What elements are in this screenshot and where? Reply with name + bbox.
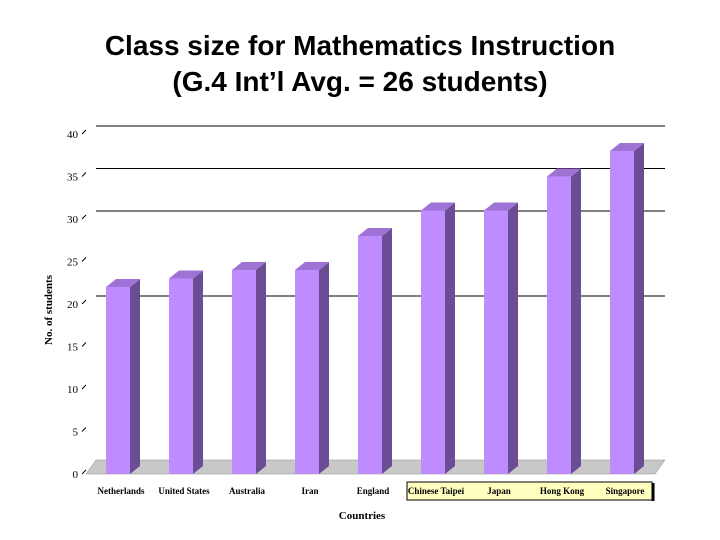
bar <box>106 279 140 474</box>
bar-top <box>295 262 329 270</box>
bar-front <box>547 176 571 474</box>
y-tick-mark <box>81 172 87 177</box>
bar-top <box>547 168 581 177</box>
bar-side <box>571 168 581 474</box>
bar-front <box>421 210 445 474</box>
y-tick-label: 25 <box>67 257 79 269</box>
y-tick-label: 10 <box>67 384 79 396</box>
y-tick-mark <box>81 427 87 432</box>
chart-subtitle: (G.4 Int’l Avg. = 26 students) <box>172 66 548 97</box>
y-axis: 0 5 10 15 20 25 30 35 40 <box>67 129 87 481</box>
y-tick-label: 40 <box>67 129 79 141</box>
x-tick-label: United States <box>158 486 210 496</box>
bar <box>547 168 581 474</box>
y-tick-mark <box>81 342 87 347</box>
bar-side <box>634 143 644 474</box>
y-tick-mark <box>81 257 87 262</box>
x-tick-label: Singapore <box>606 486 645 496</box>
bar-front <box>358 236 382 474</box>
bar-front <box>610 151 634 474</box>
y-tick-mark <box>81 214 87 220</box>
bar-side <box>130 279 140 474</box>
x-tick-label: England <box>357 486 390 496</box>
y-tick-label: 15 <box>67 342 79 354</box>
bar <box>295 262 329 474</box>
bar <box>169 270 203 474</box>
bar-top <box>610 143 644 151</box>
y-tick-label: 5 <box>73 427 79 439</box>
bar-top <box>421 202 455 211</box>
y-tick-mark <box>81 299 87 305</box>
chart-title-block: Class size for Mathematics Instruction (… <box>0 28 720 100</box>
bar-front <box>484 210 508 474</box>
bar-front <box>232 270 256 474</box>
bar-side <box>382 228 392 474</box>
bar <box>358 228 392 474</box>
category-highlight <box>406 481 655 501</box>
y-tick-label: 35 <box>67 172 79 184</box>
y-tick-mark <box>81 469 87 475</box>
bar-side <box>508 202 518 474</box>
chart-title: Class size for Mathematics Instruction <box>104 30 616 61</box>
bar-top <box>232 262 266 270</box>
y-tick-mark <box>81 384 87 390</box>
x-axis-label: Countries <box>339 510 386 522</box>
y-tick-mark <box>81 129 87 135</box>
x-tick-label: Iran <box>301 486 318 496</box>
bar-front <box>106 287 130 474</box>
bar <box>421 202 455 474</box>
x-tick-label: Australia <box>229 486 266 496</box>
x-tick-label: Chinese Taipei <box>408 486 465 496</box>
bar-front <box>169 278 193 474</box>
bars <box>106 143 644 474</box>
x-axis-labels: Netherlands United States Australia Iran Eng… <box>98 486 645 496</box>
bar-side <box>319 262 329 474</box>
bar <box>484 202 518 474</box>
bar-front <box>295 270 319 474</box>
bar-side <box>445 202 455 474</box>
bar-top <box>484 202 518 211</box>
x-tick-label: Japan <box>487 486 511 496</box>
y-tick-label: 30 <box>67 214 79 226</box>
y-tick-label: 20 <box>67 299 79 311</box>
bar <box>232 262 266 474</box>
bar-side <box>256 262 266 474</box>
x-tick-label: Hong Kong <box>540 486 585 496</box>
bar-top <box>106 279 140 287</box>
y-tick-label: 0 <box>73 469 79 481</box>
bar-top <box>169 270 203 279</box>
bar-side <box>193 270 203 474</box>
bar <box>610 143 644 474</box>
x-tick-label: Netherlands <box>98 486 145 496</box>
bar-top <box>358 228 392 236</box>
y-axis-label: No. of students <box>43 274 55 345</box>
